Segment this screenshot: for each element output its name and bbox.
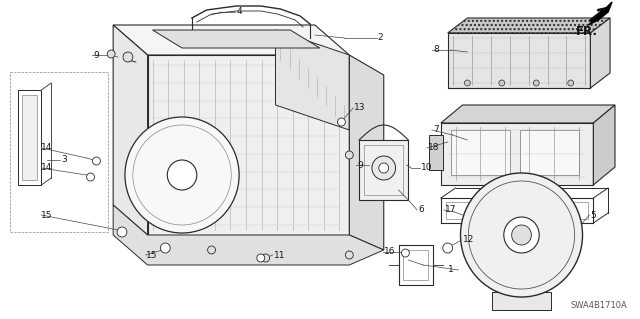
- Circle shape: [461, 173, 582, 297]
- Bar: [445, 202, 588, 219]
- Polygon shape: [588, 2, 612, 25]
- Bar: [403, 250, 428, 280]
- Circle shape: [86, 173, 95, 181]
- Polygon shape: [113, 25, 349, 55]
- Polygon shape: [148, 55, 349, 235]
- Circle shape: [499, 80, 505, 86]
- Circle shape: [123, 52, 133, 62]
- Text: 14: 14: [42, 164, 52, 173]
- Circle shape: [465, 80, 470, 86]
- Circle shape: [443, 243, 452, 253]
- Polygon shape: [593, 105, 615, 185]
- Text: 4: 4: [236, 8, 242, 17]
- Polygon shape: [441, 123, 593, 185]
- Polygon shape: [448, 33, 590, 88]
- Bar: [451, 130, 509, 175]
- Polygon shape: [275, 30, 349, 130]
- Text: 3: 3: [61, 155, 67, 165]
- Text: 14: 14: [42, 144, 52, 152]
- Circle shape: [93, 157, 100, 165]
- Polygon shape: [113, 205, 384, 265]
- Polygon shape: [448, 18, 610, 33]
- Text: 17: 17: [445, 205, 456, 214]
- Circle shape: [533, 80, 540, 86]
- Circle shape: [504, 217, 540, 253]
- Circle shape: [379, 163, 388, 173]
- Text: 15: 15: [42, 211, 53, 219]
- Polygon shape: [441, 105, 615, 123]
- Circle shape: [125, 117, 239, 233]
- Text: FR.: FR.: [575, 25, 598, 38]
- Circle shape: [346, 151, 353, 159]
- Circle shape: [257, 254, 265, 262]
- Circle shape: [167, 160, 196, 190]
- Text: 16: 16: [384, 248, 396, 256]
- Polygon shape: [18, 90, 42, 185]
- Circle shape: [401, 249, 410, 257]
- Polygon shape: [590, 18, 610, 88]
- Bar: [364, 145, 403, 195]
- Polygon shape: [113, 25, 148, 235]
- Circle shape: [262, 254, 269, 262]
- Circle shape: [346, 251, 353, 259]
- Text: 5: 5: [590, 211, 596, 219]
- Bar: [520, 130, 579, 175]
- Text: 12: 12: [463, 235, 474, 244]
- Text: 2: 2: [378, 33, 383, 42]
- Text: SWA4B1710A: SWA4B1710A: [571, 300, 627, 309]
- Bar: [399, 245, 433, 285]
- Circle shape: [117, 227, 127, 237]
- Text: 10: 10: [421, 164, 433, 173]
- Text: 6: 6: [418, 205, 424, 214]
- Text: 18: 18: [428, 144, 440, 152]
- Circle shape: [161, 243, 170, 253]
- Text: 8: 8: [433, 46, 438, 55]
- Text: 13: 13: [354, 103, 365, 113]
- Text: 9: 9: [357, 160, 363, 169]
- Circle shape: [108, 50, 115, 58]
- Bar: [10, 72, 108, 232]
- Circle shape: [568, 80, 573, 86]
- Polygon shape: [22, 95, 37, 180]
- Text: 9: 9: [93, 50, 99, 60]
- Bar: [359, 140, 408, 200]
- Text: 15: 15: [146, 250, 157, 259]
- Polygon shape: [349, 55, 384, 250]
- Circle shape: [511, 225, 531, 245]
- Text: 11: 11: [273, 250, 285, 259]
- Polygon shape: [152, 30, 320, 48]
- Bar: [429, 135, 443, 170]
- Circle shape: [207, 246, 216, 254]
- Circle shape: [337, 118, 346, 126]
- Circle shape: [372, 156, 396, 180]
- Bar: [492, 292, 551, 310]
- Text: 7: 7: [433, 125, 438, 135]
- Text: 1: 1: [448, 265, 454, 275]
